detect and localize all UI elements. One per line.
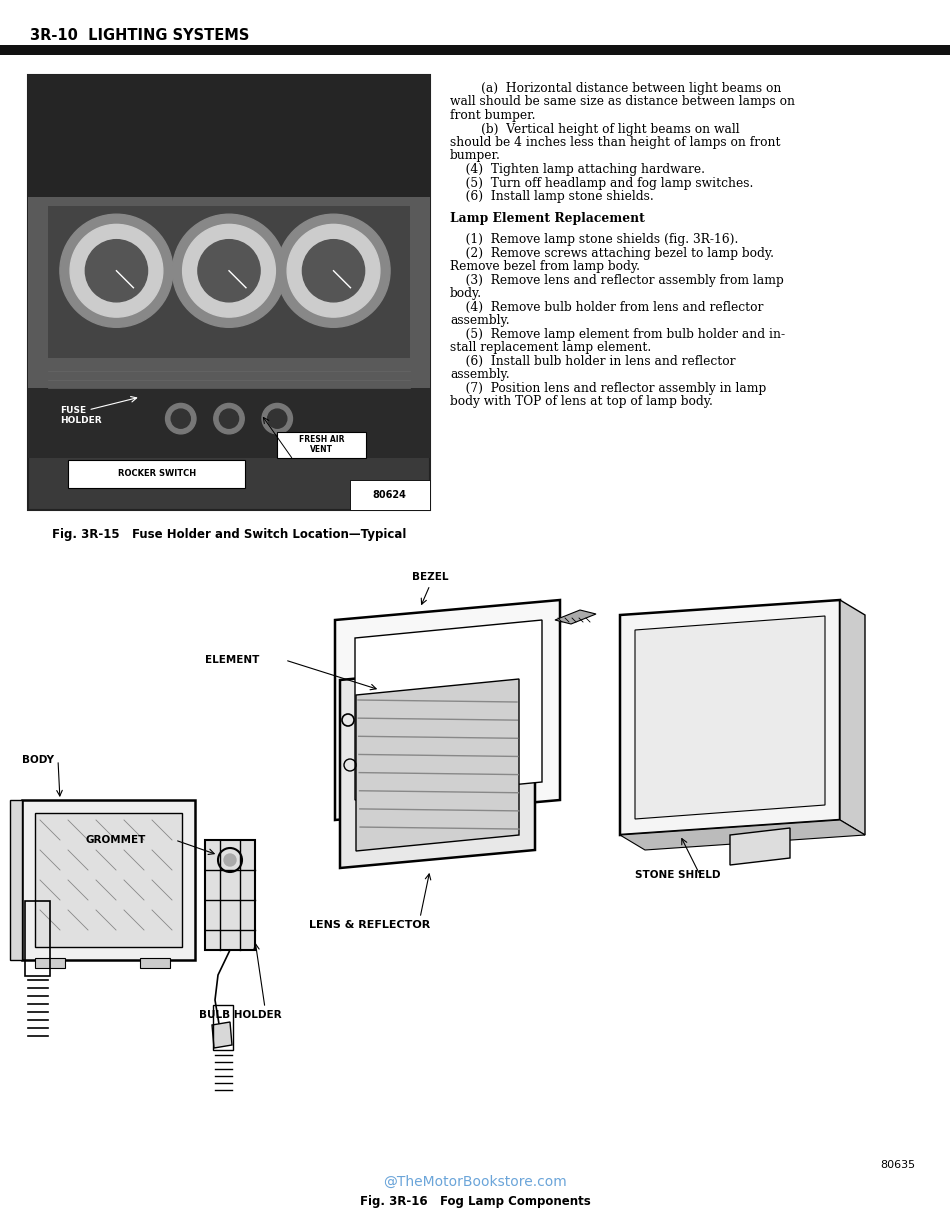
Polygon shape: [340, 662, 535, 868]
FancyBboxPatch shape: [277, 431, 366, 457]
Text: BODY: BODY: [22, 755, 54, 764]
Text: ROCKER SWITCH: ROCKER SWITCH: [118, 468, 196, 478]
Text: (7)  Position lens and reflector assembly in lamp: (7) Position lens and reflector assembly…: [450, 382, 767, 395]
Text: (3)  Remove lens and reflector assembly from lamp: (3) Remove lens and reflector assembly f…: [450, 274, 784, 286]
Circle shape: [86, 240, 147, 302]
Polygon shape: [620, 600, 840, 834]
Text: (4)  Tighten lamp attaching hardware.: (4) Tighten lamp attaching hardware.: [450, 163, 705, 176]
Bar: [28, 388, 430, 457]
Polygon shape: [730, 828, 790, 865]
Text: GROMMET: GROMMET: [85, 834, 145, 846]
Text: LENS & REFLECTOR: LENS & REFLECTOR: [310, 921, 430, 930]
Circle shape: [287, 225, 380, 317]
Polygon shape: [555, 610, 596, 624]
Polygon shape: [212, 1023, 232, 1048]
Bar: [0, 45, 950, 55]
Text: (b)  Vertical height of light beams on wall: (b) Vertical height of light beams on wa…: [450, 123, 740, 135]
Polygon shape: [22, 800, 195, 960]
Bar: [48, 205, 409, 358]
Polygon shape: [35, 814, 182, 948]
Text: ELEMENT: ELEMENT: [205, 655, 259, 665]
Bar: [350, 479, 430, 510]
Circle shape: [268, 409, 287, 428]
Text: should be 4 inches less than height of lamps on front: should be 4 inches less than height of l…: [450, 136, 781, 149]
Circle shape: [302, 240, 365, 302]
Text: STONE SHIELD: STONE SHIELD: [635, 870, 720, 880]
Text: body with TOP of lens at top of lamp body.: body with TOP of lens at top of lamp bod…: [450, 396, 712, 408]
Polygon shape: [355, 619, 542, 800]
Text: stall replacement lamp element.: stall replacement lamp element.: [450, 342, 652, 354]
Text: FRESH AIR
VENT: FRESH AIR VENT: [298, 435, 344, 455]
Text: BEZEL: BEZEL: [411, 571, 448, 583]
Circle shape: [173, 214, 286, 327]
Circle shape: [277, 214, 390, 327]
Circle shape: [182, 225, 276, 317]
Text: body.: body.: [450, 288, 482, 300]
Bar: [28, 75, 430, 197]
Text: Fig. 3R-16   Fog Lamp Components: Fig. 3R-16 Fog Lamp Components: [360, 1195, 590, 1208]
Bar: [35, 957, 65, 968]
Text: (6)  Install bulb holder in lens and reflector: (6) Install bulb holder in lens and refl…: [450, 355, 735, 367]
Text: (a)  Horizontal distance between light beams on: (a) Horizontal distance between light be…: [450, 82, 781, 95]
Circle shape: [70, 225, 162, 317]
Text: BULB HOLDER: BULB HOLDER: [199, 1010, 281, 1020]
Circle shape: [165, 403, 196, 434]
Bar: [213, 1005, 233, 1050]
Circle shape: [214, 403, 244, 434]
Circle shape: [224, 854, 236, 866]
Polygon shape: [356, 678, 519, 850]
Text: bumper.: bumper.: [450, 150, 501, 162]
Polygon shape: [205, 839, 255, 950]
Text: 80624: 80624: [372, 490, 407, 500]
Text: (1)  Remove lamp stone shields (fig. 3R-16).: (1) Remove lamp stone shields (fig. 3R-1…: [450, 234, 738, 246]
Polygon shape: [10, 800, 22, 960]
Text: @TheMotorBookstore.com: @TheMotorBookstore.com: [383, 1175, 567, 1188]
Text: (4)  Remove bulb holder from lens and reflector: (4) Remove bulb holder from lens and ref…: [450, 301, 764, 313]
Bar: [25, 901, 50, 976]
Circle shape: [262, 403, 293, 434]
Text: (5)  Turn off headlamp and fog lamp switches.: (5) Turn off headlamp and fog lamp switc…: [450, 177, 753, 189]
Text: FUSE
HOLDER: FUSE HOLDER: [60, 406, 102, 425]
Text: front bumper.: front bumper.: [450, 109, 536, 122]
Text: (5)  Remove lamp element from bulb holder and in-: (5) Remove lamp element from bulb holder…: [450, 328, 785, 340]
Polygon shape: [840, 600, 865, 834]
Text: (2)  Remove screws attaching bezel to lamp body.: (2) Remove screws attaching bezel to lam…: [450, 247, 774, 259]
Polygon shape: [335, 600, 560, 820]
Bar: [28, 75, 430, 510]
Bar: [28, 197, 430, 388]
Circle shape: [219, 409, 238, 428]
Text: 3R-10  LIGHTING SYSTEMS: 3R-10 LIGHTING SYSTEMS: [30, 28, 249, 43]
Text: Remove bezel from lamp body.: Remove bezel from lamp body.: [450, 261, 640, 273]
Text: Fig. 3R-15   Fuse Holder and Switch Location—Typical: Fig. 3R-15 Fuse Holder and Switch Locati…: [52, 528, 407, 541]
Polygon shape: [635, 616, 825, 819]
Circle shape: [198, 240, 260, 302]
Circle shape: [60, 214, 173, 327]
Polygon shape: [620, 820, 865, 850]
Text: (6)  Install lamp stone shields.: (6) Install lamp stone shields.: [450, 190, 654, 203]
Text: wall should be same size as distance between lamps on: wall should be same size as distance bet…: [450, 96, 795, 108]
Text: assembly.: assembly.: [450, 315, 509, 327]
Text: 80635: 80635: [880, 1160, 915, 1170]
FancyBboxPatch shape: [68, 460, 245, 488]
Bar: [140, 957, 170, 968]
Text: Lamp Element Replacement: Lamp Element Replacement: [450, 211, 645, 225]
Circle shape: [171, 409, 190, 428]
Text: assembly.: assembly.: [450, 369, 509, 381]
